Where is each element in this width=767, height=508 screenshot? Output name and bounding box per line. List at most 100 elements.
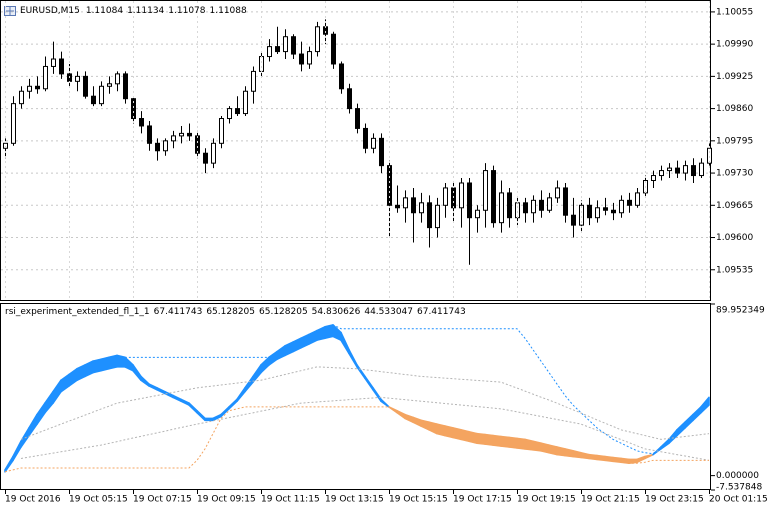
indicator-value: 67.411743 — [153, 307, 203, 317]
band-segment — [524, 438, 534, 451]
band-segment — [516, 437, 526, 450]
band-segment — [308, 329, 318, 345]
candle-body — [523, 202, 528, 214]
candle-body — [347, 88, 352, 110]
candle-body — [3, 142, 8, 149]
band-segment — [44, 390, 54, 414]
candle-body — [419, 202, 424, 214]
y-tick-label: 1.10055 — [716, 7, 753, 17]
candle-body — [555, 187, 560, 199]
band-segment — [116, 354, 126, 368]
candle-body — [91, 95, 96, 105]
band-segment — [372, 387, 382, 403]
candle-body — [123, 73, 128, 100]
band-segment — [676, 421, 686, 437]
indicator-value: 44.533047 — [364, 307, 414, 317]
band-segment — [684, 413, 694, 429]
candle-body — [475, 209, 480, 219]
candle-body — [611, 209, 616, 214]
candle-body — [635, 192, 640, 206]
band-segment — [628, 458, 638, 465]
candle-body — [627, 199, 632, 206]
candle-body — [683, 165, 688, 174]
band-segment — [180, 398, 190, 406]
candle-body — [179, 132, 184, 137]
candle-body — [283, 36, 288, 53]
candle-body — [211, 142, 216, 164]
band-segment — [644, 453, 654, 460]
candle-body — [651, 175, 656, 182]
candle-body — [251, 70, 256, 92]
candle-body — [139, 118, 144, 127]
band-segment — [276, 345, 286, 361]
indicator-line — [20, 396, 710, 461]
x-tick-label: 19 Oct 05:15 — [69, 495, 128, 505]
candle-body — [507, 192, 512, 219]
candle-body — [467, 182, 472, 219]
candle-body — [675, 167, 680, 174]
candle-body — [267, 46, 272, 58]
candle-body — [43, 65, 48, 90]
x-tick-label: 19 Oct 21:15 — [581, 495, 640, 505]
candle-body — [395, 204, 400, 209]
candle-body — [595, 207, 600, 219]
candle-body — [603, 207, 608, 211]
candle-body — [131, 98, 136, 120]
band-segment — [244, 375, 254, 393]
price-panel-frame — [0, 0, 711, 301]
candle-body — [115, 73, 120, 85]
candle-body — [219, 118, 224, 144]
band-segment — [164, 390, 174, 399]
indicator-header: rsi_experiment_extended_fl_1_1 67.411743 6… — [5, 307, 470, 317]
candle-body — [459, 182, 464, 209]
candle-body — [291, 36, 296, 55]
x-tick-label: 19 Oct 23:15 — [645, 495, 704, 505]
y-tick-label: 1.09860 — [716, 104, 753, 114]
band-segment — [500, 435, 510, 448]
band-segment — [140, 375, 150, 387]
candle-body — [699, 162, 704, 177]
candle-body — [171, 135, 176, 142]
candle-body — [243, 90, 248, 115]
band-segment — [52, 379, 62, 404]
candle-body — [227, 108, 232, 120]
candle-body — [11, 103, 16, 144]
band-segment — [428, 421, 438, 435]
indicator-panel-frame — [0, 303, 711, 490]
x-tick-label: 19 Oct 19:15 — [517, 495, 576, 505]
band-segment — [660, 438, 670, 450]
candle-body — [379, 137, 384, 167]
band-segment — [252, 364, 262, 383]
candle-body — [435, 204, 440, 229]
band-segment — [196, 409, 206, 422]
band-segment — [348, 348, 358, 368]
candle-body — [531, 199, 536, 214]
indicator-value: 67.411743 — [417, 307, 466, 317]
candle-body — [619, 199, 624, 214]
x-tick-label: 19 Oct 13:15 — [325, 495, 384, 505]
candle-body — [339, 63, 344, 90]
y-tick-label: 1.09665 — [716, 201, 753, 211]
candle-body — [35, 85, 40, 90]
price-header: EURUSD,M15 1.11084 1.11134 1.11078 1.11088 — [20, 6, 251, 16]
candle-body — [483, 170, 488, 211]
band-segment — [404, 413, 414, 423]
candle-body — [403, 197, 408, 209]
candle-body — [371, 137, 376, 149]
band-segment — [124, 356, 134, 372]
candle-body — [571, 214, 576, 226]
candle-body — [75, 75, 80, 82]
y-tick-label: 1.09535 — [716, 265, 753, 275]
candle-body — [387, 165, 392, 206]
band-segment — [228, 398, 238, 410]
band-segment — [172, 394, 182, 403]
x-tick-label: 19 Oct 15:15 — [389, 495, 448, 505]
indicator-value: 54.830626 — [311, 307, 361, 317]
band-segment — [636, 455, 646, 464]
x-tick-label: 20 Oct 01:15 — [709, 495, 767, 505]
symbol-title: EURUSD,M15 — [20, 6, 80, 16]
candle-body — [499, 192, 504, 224]
band-segment — [260, 356, 270, 374]
candle-body — [587, 204, 592, 219]
